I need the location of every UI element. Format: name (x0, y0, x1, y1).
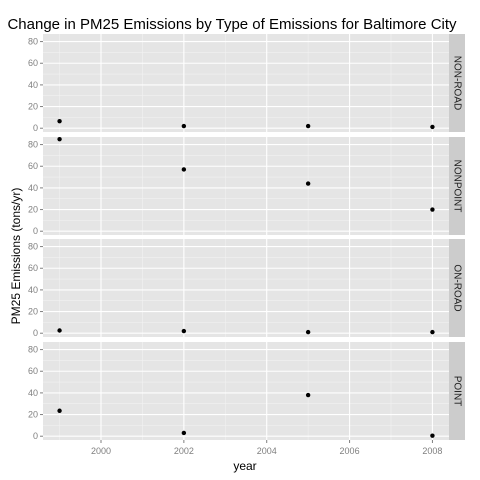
chart-title: Change in PM25 Emissions by Type of Emis… (7, 16, 457, 33)
facet-strip (449, 342, 465, 440)
data-point (57, 328, 62, 333)
data-point (181, 167, 187, 172)
x-tick-label: 2004 (257, 446, 277, 456)
facet-panels: 0 20 40 60 80 NON-ROAD 0 20 40 60 80 NONPOINT 0 20 40 6… (28, 34, 465, 441)
data-point (181, 328, 187, 334)
x-tick-label: 2008 (422, 446, 442, 456)
panel-background (43, 239, 449, 337)
data-point (305, 329, 311, 335)
data-point (430, 433, 435, 438)
y-tick-label: 40 (28, 285, 38, 295)
panel-point: 0 20 40 60 80 POINT (28, 342, 465, 441)
panel-background (43, 34, 449, 132)
y-axis-title: PM25 Emissions (tons/yr) (9, 188, 23, 325)
y-tick-label: 20 (28, 307, 38, 317)
panel-background (43, 137, 449, 235)
x-axis-title: year (233, 459, 256, 473)
data-point (305, 181, 311, 186)
facet-strip (449, 34, 465, 132)
y-tick-label: 40 (28, 80, 38, 90)
data-point (181, 430, 187, 436)
facet-strip-label: NONPOINT (452, 160, 463, 213)
y-tick-label: 60 (28, 366, 38, 376)
data-point (430, 207, 435, 212)
y-tick-label: 40 (28, 183, 38, 193)
facet-strip-label: POINT (452, 376, 463, 407)
y-tick-label: 60 (28, 58, 38, 68)
y-tick-label: 80 (28, 242, 38, 252)
y-tick-label: 20 (28, 102, 38, 112)
facet-strip (449, 239, 465, 337)
data-point (57, 408, 62, 413)
panel-nonpoint: 0 20 40 60 80 NONPOINT (28, 136, 465, 236)
y-tick-label: 60 (28, 263, 38, 273)
y-tick-label: 0 (33, 431, 38, 441)
x-tick-label: 2006 (340, 446, 360, 456)
y-tick-label: 20 (28, 410, 38, 420)
data-point (181, 123, 187, 129)
data-point (430, 329, 435, 335)
data-point (305, 392, 311, 398)
y-tick-label: 80 (28, 37, 38, 47)
data-point (430, 124, 435, 130)
y-tick-label: 80 (28, 140, 38, 150)
x-tick-label: 2000 (91, 446, 111, 456)
y-tick-label: 0 (33, 328, 38, 338)
y-tick-label: 0 (33, 123, 38, 133)
y-tick-label: 0 (33, 226, 38, 236)
panel-non-road: 0 20 40 60 80 NON-ROAD (28, 34, 465, 133)
x-tick-label: 2002 (174, 446, 194, 456)
data-point (57, 118, 62, 124)
data-point (57, 136, 62, 142)
y-tick-label: 60 (28, 161, 38, 171)
panel-on-road: 0 20 40 60 80 ON-ROAD (28, 239, 465, 338)
facet-strip (449, 137, 465, 235)
y-tick-label: 20 (28, 205, 38, 215)
data-point (305, 123, 311, 129)
facet-strip-label: ON-ROAD (452, 264, 463, 311)
y-tick-label: 40 (28, 388, 38, 398)
panel-background (43, 342, 449, 440)
x-axis: 2000 2002 2004 2006 2008 (91, 440, 442, 456)
y-tick-label: 80 (28, 345, 38, 355)
facet-strip-label: NON-ROAD (452, 56, 463, 110)
